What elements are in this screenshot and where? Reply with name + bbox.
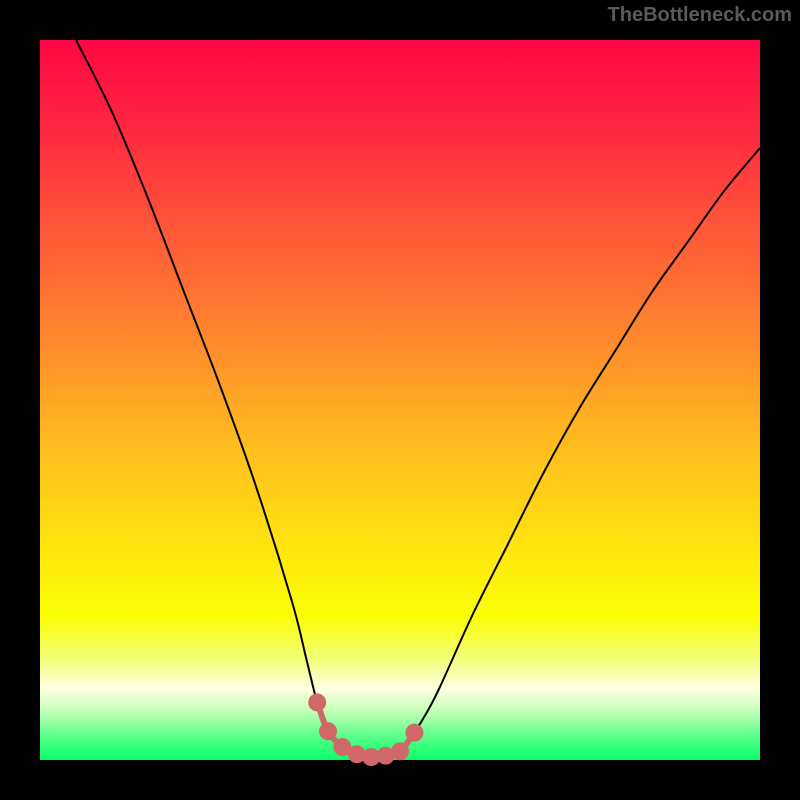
bottom-marker-dot [405, 724, 423, 742]
bottom-marker-dot [308, 693, 326, 711]
attribution-text: TheBottleneck.com [608, 4, 792, 27]
bottom-marker-dot [319, 722, 337, 740]
plot-background [40, 40, 760, 760]
bottom-marker-dot [391, 742, 409, 760]
bottleneck-chart [0, 0, 800, 800]
